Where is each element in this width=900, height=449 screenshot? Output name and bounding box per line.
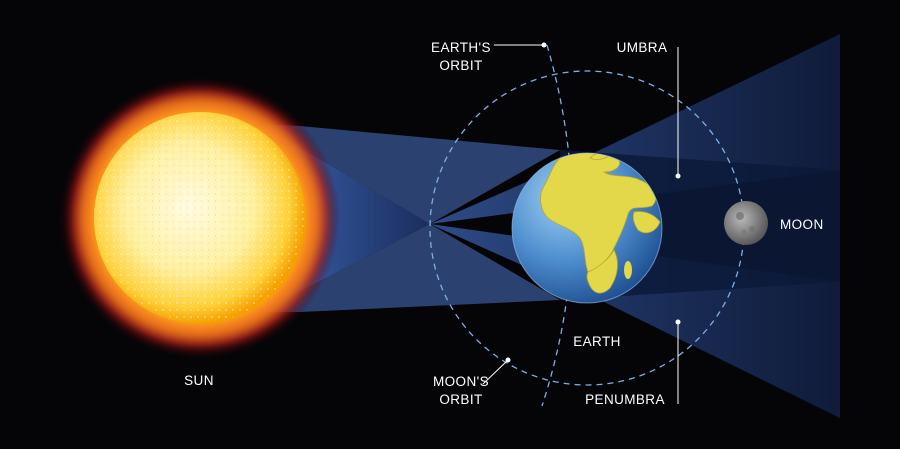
moons-orbit-label-line1: MOON'S	[433, 374, 489, 389]
penumbra-label: PENUMBRA	[585, 392, 665, 407]
earth-continents	[540, 153, 661, 294]
labels: SUN EARTH'S ORBIT UMBRA MOON EARTH MOON'…	[184, 40, 823, 407]
moon-disc	[724, 201, 768, 245]
sun	[60, 78, 340, 358]
earths-orbit-label-line1: EARTH'S	[431, 40, 491, 55]
lower-converging-beam	[260, 224, 560, 312]
upper-converging-beam	[260, 124, 560, 224]
leader-lines	[482, 42, 681, 404]
earths-orbit-label-line2: ORBIT	[439, 58, 482, 73]
moon-label: MOON	[780, 217, 824, 232]
umbra-label: UMBRA	[617, 40, 668, 55]
earth-label: EARTH	[573, 334, 621, 349]
moon-orbit-leader	[482, 359, 509, 385]
earth	[511, 152, 663, 304]
moon	[724, 201, 768, 245]
sun-label: SUN	[184, 373, 214, 388]
moons-orbit-label-line2: ORBIT	[439, 392, 482, 407]
